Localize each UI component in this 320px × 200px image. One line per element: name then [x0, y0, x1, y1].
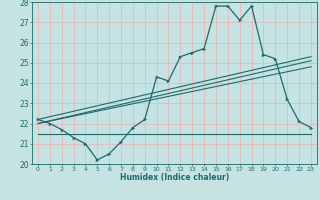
X-axis label: Humidex (Indice chaleur): Humidex (Indice chaleur): [120, 173, 229, 182]
